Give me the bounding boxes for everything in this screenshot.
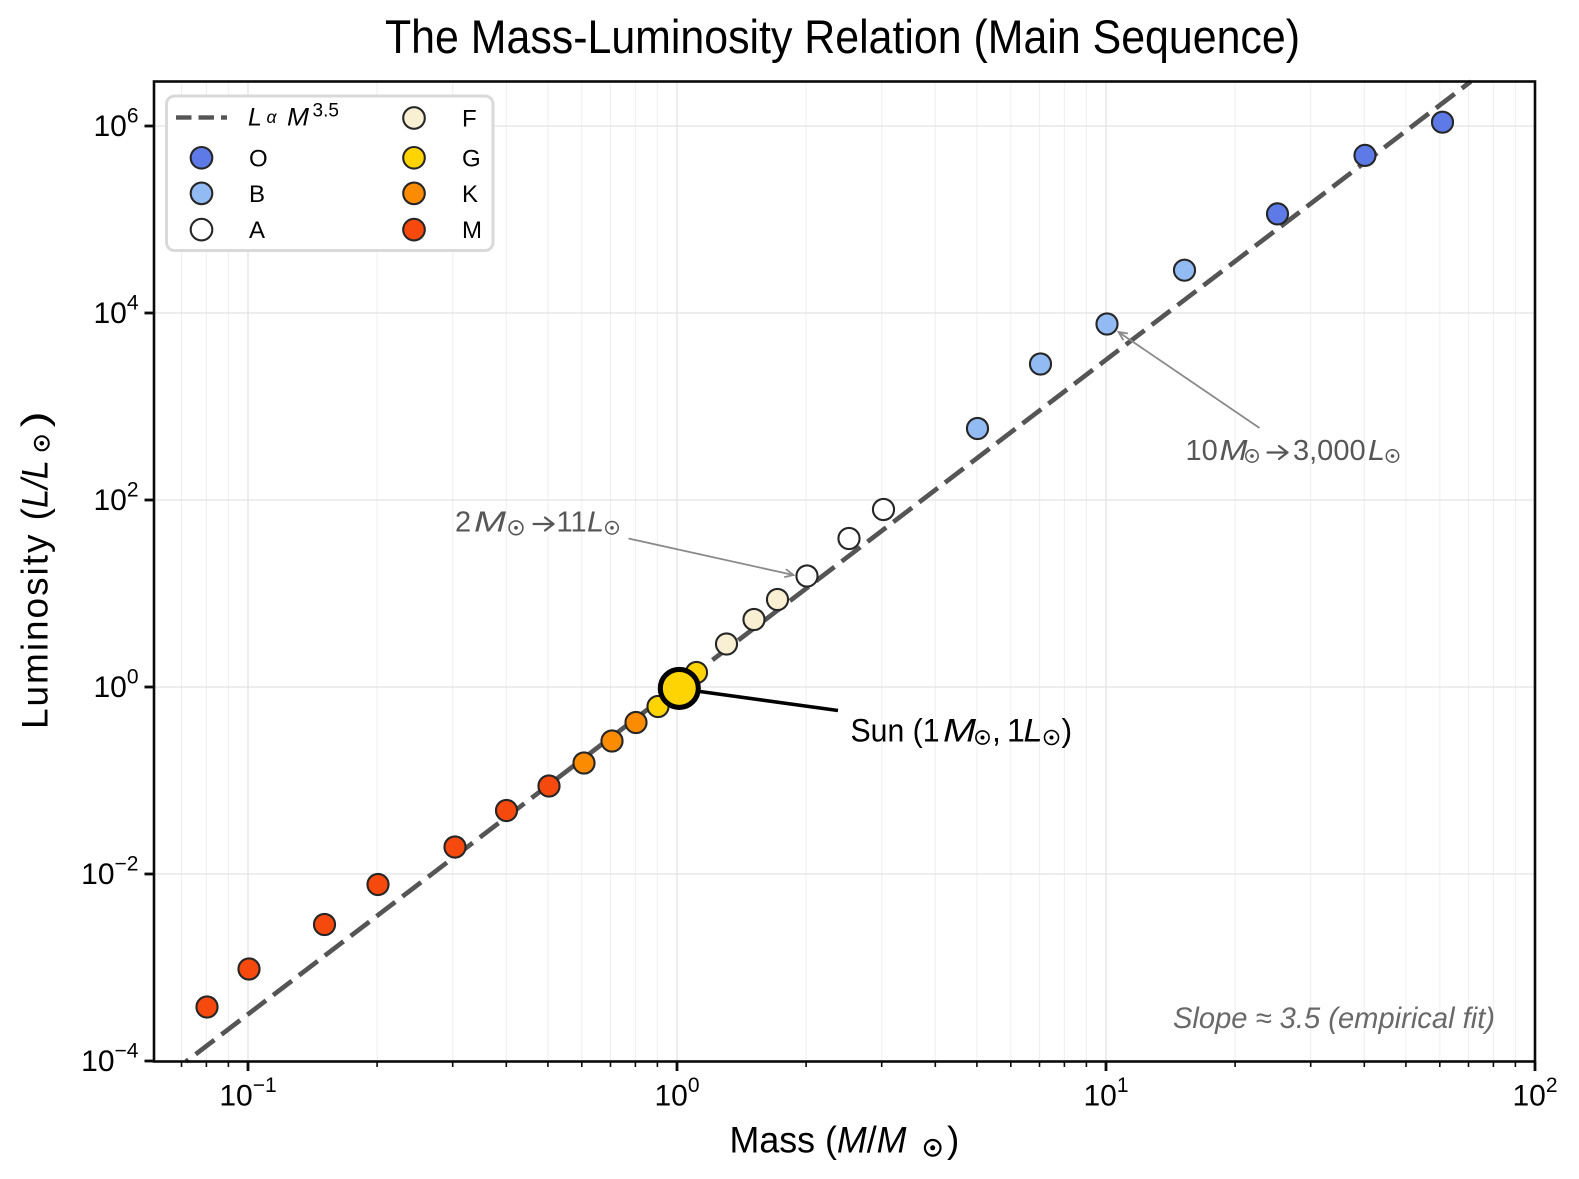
svg-text:L/L: L/L	[15, 460, 56, 508]
svg-text:Slope ≈ 3.5 (empirical fit): Slope ≈ 3.5 (empirical fit)	[1173, 1002, 1495, 1035]
svg-text:10: 10	[1186, 435, 1218, 467]
svg-text:101: 101	[1083, 1074, 1128, 1113]
svg-text:L: L	[587, 507, 604, 539]
svg-text:10−2: 10−2	[81, 853, 138, 892]
svg-text:L: L	[1024, 713, 1043, 749]
svg-text:M: M	[287, 104, 309, 132]
svg-text:L: L	[248, 104, 262, 132]
svg-text:106: 106	[93, 105, 138, 144]
svg-text:10−4: 10−4	[81, 1040, 139, 1079]
svg-text:3.5: 3.5	[313, 101, 339, 122]
svg-text:3,000: 3,000	[1293, 435, 1366, 467]
svg-text:F: F	[462, 106, 477, 133]
svg-text:1: 1	[1007, 713, 1025, 749]
svg-text:): )	[1062, 713, 1073, 749]
svg-text:L: L	[1368, 435, 1385, 467]
svg-text:O: O	[249, 145, 268, 172]
svg-text:): )	[947, 1120, 959, 1161]
svg-text:104: 104	[93, 292, 138, 331]
svg-text:A: A	[249, 217, 265, 244]
svg-text:K: K	[462, 181, 478, 208]
svg-text:M: M	[1220, 435, 1249, 467]
svg-text:100: 100	[654, 1074, 699, 1113]
svg-text:Sun (1: Sun (1	[851, 713, 940, 749]
svg-text:): )	[15, 411, 56, 427]
svg-text:Luminosity (: Luminosity (	[15, 507, 56, 729]
svg-text:Mass (M/M: Mass (M/M	[730, 1120, 907, 1161]
svg-text:2: 2	[455, 507, 471, 539]
svg-text:100: 100	[93, 666, 138, 705]
svg-text:The Mass-Luminosity Relation (: The Mass-Luminosity Relation (Main Seque…	[385, 11, 1300, 64]
svg-text:102: 102	[93, 479, 138, 518]
svg-text:,: ,	[992, 713, 1001, 749]
svg-text:α: α	[267, 107, 278, 127]
svg-text:G: G	[462, 145, 481, 172]
svg-text:M: M	[462, 217, 482, 244]
svg-text:102: 102	[1512, 1074, 1557, 1113]
svg-text:11: 11	[557, 507, 587, 539]
svg-text:M: M	[474, 507, 507, 539]
svg-text:M: M	[943, 713, 976, 749]
svg-text:B: B	[249, 181, 265, 208]
svg-text:10−1: 10−1	[219, 1074, 276, 1113]
